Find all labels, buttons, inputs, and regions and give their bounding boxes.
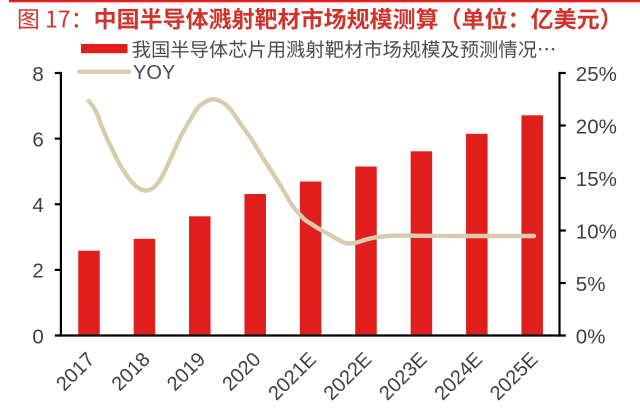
svg-text:4: 4 <box>32 194 43 217</box>
svg-text:5%: 5% <box>576 273 606 296</box>
svg-text:YOY: YOY <box>133 62 175 84</box>
svg-text:0%: 0% <box>576 325 606 348</box>
svg-text:10%: 10% <box>576 220 617 243</box>
svg-text:6: 6 <box>32 128 43 151</box>
svg-text:0: 0 <box>32 325 43 348</box>
svg-text:8: 8 <box>32 63 43 86</box>
svg-text:15%: 15% <box>576 168 617 191</box>
svg-text:25%: 25% <box>576 63 617 86</box>
svg-text:2: 2 <box>32 260 43 283</box>
svg-text:20%: 20% <box>576 115 617 138</box>
